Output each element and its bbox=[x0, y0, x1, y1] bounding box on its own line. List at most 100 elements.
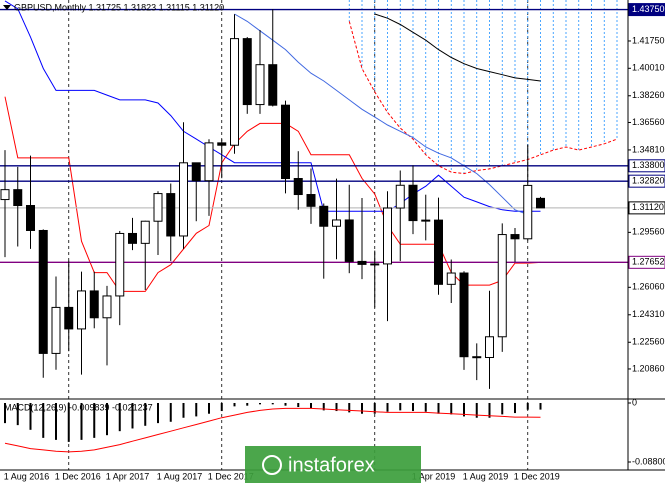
macd-bar bbox=[463, 403, 465, 417]
macd-bar bbox=[182, 403, 185, 418]
macd-bar bbox=[488, 403, 491, 418]
macd-bar bbox=[514, 403, 516, 414]
y-tick-label: 1.29560 bbox=[632, 227, 665, 237]
candle-body bbox=[153, 193, 163, 222]
macd-y-tick-label: -0.088003 bbox=[632, 456, 665, 466]
level-label-box bbox=[628, 201, 665, 215]
x-tick-label: 1 Dec 2019 bbox=[514, 471, 560, 481]
macd-bar bbox=[157, 403, 159, 424]
x-tick-label: 1 Aug 2019 bbox=[463, 471, 509, 481]
candle-body bbox=[0, 189, 10, 201]
candle-body bbox=[472, 356, 482, 359]
indicator-line bbox=[374, 13, 541, 82]
candle-body bbox=[357, 260, 367, 265]
candle-body bbox=[306, 194, 316, 207]
candle-body bbox=[115, 232, 125, 297]
candle-body bbox=[421, 219, 431, 222]
macd-bar bbox=[93, 403, 96, 438]
macd-bar bbox=[310, 403, 312, 409]
symbol-icon bbox=[3, 5, 11, 10]
candle-body bbox=[64, 306, 74, 330]
macd-bar bbox=[233, 403, 236, 407]
y-tick-label: 1.40010 bbox=[632, 63, 665, 73]
macd-bar bbox=[399, 403, 402, 411]
macd-bar bbox=[501, 403, 504, 415]
macd-bar bbox=[335, 403, 338, 412]
macd-bar bbox=[297, 403, 300, 408]
macd-bar bbox=[450, 403, 453, 415]
macd-bar bbox=[42, 403, 45, 438]
candle-body bbox=[204, 142, 214, 182]
candle-body bbox=[408, 184, 418, 222]
y-tick-label: 1.41750 bbox=[632, 35, 665, 45]
level-label: 1.43750 bbox=[632, 4, 665, 14]
watermark-icon bbox=[262, 455, 282, 475]
macd-bar bbox=[373, 403, 376, 414]
x-tick-label: 1 Aug 2017 bbox=[157, 471, 203, 481]
macd-bar bbox=[322, 403, 325, 411]
candle-body bbox=[485, 336, 494, 358]
candle-body bbox=[281, 104, 290, 180]
level-label: 1.33800 bbox=[632, 160, 665, 170]
candle-body bbox=[510, 234, 520, 240]
candle-body bbox=[459, 272, 469, 358]
candle-body bbox=[536, 197, 545, 209]
macd-bar bbox=[67, 403, 70, 442]
macd-bar bbox=[4, 403, 6, 424]
candle-body bbox=[13, 189, 23, 207]
candle-body bbox=[344, 219, 354, 262]
y-tick-label: 1.34810 bbox=[632, 144, 665, 154]
macd-bar bbox=[526, 403, 529, 410]
x-tick-label: 1 Dec 2017 bbox=[208, 471, 254, 481]
macd-bar bbox=[412, 403, 414, 412]
candle-body bbox=[446, 272, 456, 285]
y-tick-label: 1.20860 bbox=[632, 363, 665, 373]
candle-body bbox=[191, 162, 201, 182]
macd-bar bbox=[259, 403, 261, 405]
candle-body bbox=[523, 184, 533, 240]
candle-body bbox=[102, 295, 112, 319]
macd-bar bbox=[195, 403, 198, 417]
y-tick-label: 1.36560 bbox=[632, 117, 665, 127]
x-tick-label: 1 Aug 2016 bbox=[4, 471, 50, 481]
cloud bbox=[348, 0, 618, 175]
y-tick-label: 1.38260 bbox=[632, 90, 665, 100]
indicator-line bbox=[234, 13, 528, 215]
candle-body bbox=[140, 220, 150, 244]
candle-body bbox=[38, 229, 48, 354]
y-tick-label: 1.22560 bbox=[632, 337, 665, 347]
macd-bar bbox=[424, 403, 427, 412]
candle-body bbox=[497, 234, 507, 338]
macd-signal bbox=[4, 407, 541, 453]
macd-bar bbox=[361, 403, 363, 414]
x-tick-label: 1 Dec 2016 bbox=[55, 471, 101, 481]
macd-bar bbox=[144, 403, 147, 426]
macd-bar bbox=[386, 403, 389, 412]
macd-bar bbox=[271, 403, 274, 405]
candle-body bbox=[319, 205, 329, 227]
candle-body bbox=[166, 193, 176, 237]
macd-bar bbox=[208, 403, 210, 414]
level-label-box bbox=[628, 159, 665, 173]
macd-bar bbox=[106, 403, 108, 436]
macd-bar bbox=[16, 403, 19, 426]
candle-body bbox=[370, 263, 380, 266]
candle-body bbox=[395, 184, 405, 209]
candle-body bbox=[179, 162, 188, 237]
macd-bar bbox=[539, 403, 542, 410]
level-label-box bbox=[628, 3, 665, 17]
axis-panel bbox=[628, 0, 665, 470]
macd-bar bbox=[118, 403, 121, 432]
macd-bar bbox=[475, 403, 478, 418]
candle-body bbox=[26, 205, 35, 231]
level-label-box bbox=[628, 174, 665, 188]
y-tick-label: 1.26060 bbox=[632, 282, 665, 292]
macd-bar bbox=[55, 403, 57, 440]
macd-bar bbox=[437, 403, 440, 414]
candle-body bbox=[268, 64, 278, 106]
candle-body bbox=[51, 306, 61, 354]
candle-body bbox=[293, 178, 303, 196]
